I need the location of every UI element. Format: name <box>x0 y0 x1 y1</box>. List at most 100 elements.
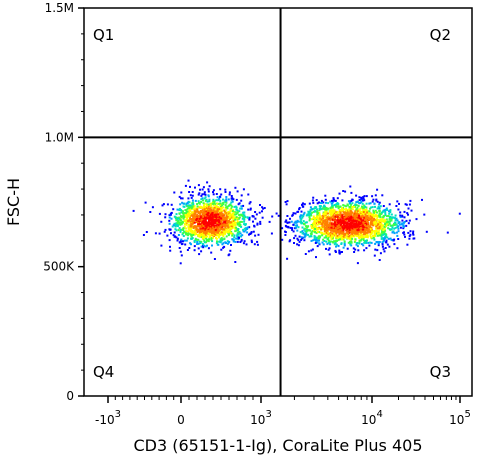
event-point <box>371 216 373 219</box>
event-point <box>324 212 327 215</box>
event-point <box>367 225 370 228</box>
event-point <box>301 222 304 224</box>
event-point <box>310 249 313 252</box>
event-point <box>348 227 351 230</box>
event-point <box>362 208 365 211</box>
event-point <box>194 199 197 202</box>
event-point <box>181 233 184 236</box>
event-point <box>347 241 350 244</box>
event-point <box>402 225 405 228</box>
event-point <box>365 229 368 232</box>
event-point <box>317 214 320 217</box>
event-point <box>230 213 233 216</box>
event-point <box>318 205 321 208</box>
event-point <box>285 203 288 206</box>
event-point <box>185 223 188 226</box>
event-point <box>199 227 202 230</box>
event-point <box>206 181 209 184</box>
event-point <box>327 216 330 219</box>
event-point <box>203 215 206 218</box>
event-point <box>308 216 311 219</box>
event-point <box>340 243 343 245</box>
event-point <box>372 198 375 201</box>
event-point <box>388 245 391 248</box>
event-point <box>184 212 186 215</box>
event-point <box>349 216 352 219</box>
event-point <box>336 239 339 242</box>
event-point <box>183 239 186 242</box>
event-point <box>222 242 225 245</box>
event-point <box>189 212 192 215</box>
event-point <box>388 218 391 221</box>
quadrant-label-q3: Q3 <box>430 363 451 381</box>
event-point <box>224 220 227 223</box>
event-point <box>354 204 357 206</box>
event-point <box>186 207 189 210</box>
event-point <box>314 222 316 225</box>
event-point <box>240 205 243 208</box>
event-point <box>190 211 193 214</box>
event-point <box>198 229 201 232</box>
event-point <box>322 217 324 220</box>
event-point <box>333 209 336 212</box>
event-point <box>169 228 172 231</box>
event-point <box>224 225 227 228</box>
event-point <box>312 227 315 230</box>
event-point <box>200 206 203 209</box>
event-point <box>192 225 195 228</box>
event-point <box>337 205 340 208</box>
event-point <box>336 197 339 200</box>
event-point <box>236 190 239 193</box>
event-point <box>197 242 200 245</box>
event-point <box>326 234 329 237</box>
event-point <box>193 205 196 208</box>
event-point <box>350 223 353 226</box>
event-point <box>244 224 247 227</box>
event-point <box>306 213 309 216</box>
event-point <box>381 216 384 219</box>
event-point <box>315 256 317 259</box>
event-point <box>232 211 235 214</box>
event-point <box>237 236 240 239</box>
event-point <box>408 235 411 237</box>
event-point <box>372 212 375 214</box>
event-point <box>180 228 182 231</box>
event-point <box>288 221 291 224</box>
event-point <box>330 216 333 219</box>
event-point <box>342 246 345 249</box>
event-point <box>201 223 204 226</box>
event-point <box>407 213 409 216</box>
event-point <box>189 215 192 217</box>
event-point <box>397 238 400 240</box>
event-point <box>345 215 348 218</box>
event-point <box>346 221 349 224</box>
event-point <box>368 211 371 214</box>
event-point <box>207 212 210 214</box>
event-point <box>352 218 354 221</box>
event-point <box>376 234 379 237</box>
event-point <box>291 227 294 230</box>
event-point <box>219 240 222 243</box>
event-point <box>344 213 347 216</box>
event-point <box>325 236 328 239</box>
event-point <box>174 235 177 238</box>
event-point <box>190 228 192 231</box>
event-point <box>372 216 375 219</box>
event-point <box>377 230 380 233</box>
event-point <box>352 247 355 250</box>
event-point <box>234 218 237 221</box>
event-point <box>378 241 381 243</box>
event-point <box>193 245 196 248</box>
event-point <box>390 219 393 222</box>
event-point <box>344 233 347 236</box>
event-point <box>204 199 207 202</box>
event-point <box>296 229 299 232</box>
event-point <box>292 212 295 215</box>
event-point <box>188 227 190 230</box>
event-point <box>363 199 366 202</box>
event-point <box>386 236 389 239</box>
event-point <box>333 212 336 215</box>
event-point <box>407 222 410 225</box>
event-point <box>364 213 367 216</box>
